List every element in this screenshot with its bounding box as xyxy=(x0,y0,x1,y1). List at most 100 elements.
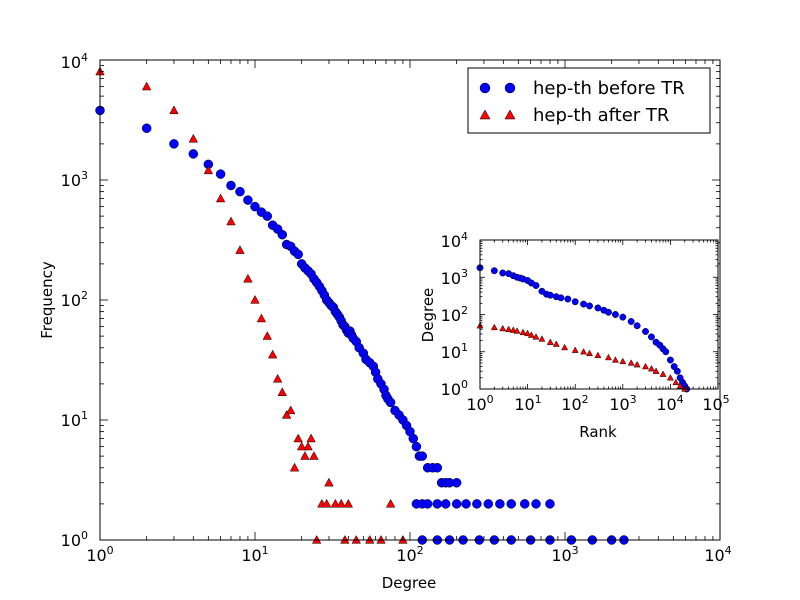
main-ytick-label: 103 xyxy=(61,169,88,190)
after-tr-point xyxy=(309,451,319,460)
after-tr-point xyxy=(306,433,316,443)
after-tr-point xyxy=(505,325,513,332)
before-tr-point xyxy=(611,311,619,318)
after-tr-point xyxy=(627,359,635,366)
before-tr-point xyxy=(490,267,498,275)
inset-ticks xyxy=(479,239,719,390)
after-tr-point xyxy=(509,326,517,333)
after-tr-point xyxy=(385,498,396,508)
inset-xtick-label: 103 xyxy=(609,393,636,414)
after-tr-point xyxy=(561,343,569,351)
main-ytick-label: 101 xyxy=(61,409,88,430)
before-tr-point xyxy=(546,291,554,299)
after-tr-point xyxy=(672,378,680,386)
after-tr-point xyxy=(532,333,540,340)
inset-ytick-label: 101 xyxy=(441,341,468,362)
after-tr-point xyxy=(513,327,521,334)
after-tr-point xyxy=(619,357,627,365)
before-tr-point xyxy=(605,308,612,316)
after-tr-point xyxy=(376,534,386,544)
inset-ytick-label: 104 xyxy=(441,230,468,251)
after-tr-point xyxy=(524,329,532,337)
after-tr-point xyxy=(611,356,619,363)
after-tr-point xyxy=(324,477,334,487)
before-tr-point xyxy=(440,499,451,509)
main-xtick-label: 101 xyxy=(241,544,268,565)
after-tr-point xyxy=(267,349,278,359)
before-tr-point xyxy=(531,499,541,509)
before-tr-point xyxy=(499,269,507,277)
after-tr-point xyxy=(215,193,226,203)
after-tr-point xyxy=(605,353,612,361)
before-tr-point xyxy=(451,477,462,488)
before-tr-point xyxy=(662,348,670,356)
before-tr-point xyxy=(188,149,199,159)
before-tr-point xyxy=(520,499,530,509)
before-tr-point xyxy=(422,499,433,509)
legend-marker-before xyxy=(504,82,516,94)
legend-label-before: hep-th before TR xyxy=(533,78,685,99)
after-tr-point xyxy=(351,534,361,544)
after-tr-point xyxy=(647,365,655,372)
after-tr-point xyxy=(262,331,272,340)
after-tr-point xyxy=(281,410,292,419)
before-tr-point xyxy=(472,499,482,509)
inset-plot: 100 101 102 103 104 105 100 101 102 103 … xyxy=(419,230,730,441)
before-tr-point xyxy=(169,139,179,149)
after-tr-point xyxy=(277,387,287,396)
before-tr-point xyxy=(557,294,565,302)
before-tr-point xyxy=(594,304,602,312)
before-tr-point xyxy=(633,322,641,330)
before-tr-point xyxy=(545,499,555,509)
main-ytick-label: 102 xyxy=(61,289,88,310)
after-tr-point xyxy=(340,534,350,544)
after-tr-point xyxy=(571,346,579,353)
after-tr-point xyxy=(594,351,602,359)
before-tr-point xyxy=(277,229,288,240)
inset-y-axis-label: Degree xyxy=(419,288,437,343)
legend-marker-after xyxy=(479,109,491,120)
after-tr-point xyxy=(169,105,179,115)
after-tr-point xyxy=(188,133,199,143)
before-tr-point xyxy=(432,499,443,509)
before-tr-point xyxy=(642,328,649,335)
before-tr-point xyxy=(293,249,303,260)
before-tr-point xyxy=(619,313,627,321)
after-tr-point xyxy=(527,331,535,338)
legend-label-after: hep-th after TR xyxy=(533,105,669,126)
legend-box xyxy=(467,67,711,134)
after-tr-point xyxy=(286,405,296,415)
before-tr-point xyxy=(408,433,419,444)
main-xtick-label: 104 xyxy=(704,544,731,565)
after-tr-point xyxy=(243,273,253,283)
after-tr-point xyxy=(580,348,588,355)
inset-xtick-label: 104 xyxy=(656,393,683,414)
legend-marker-before xyxy=(479,82,491,94)
after-tr-point xyxy=(311,534,322,544)
main-plot: 100 101 102 103 104 100 101 102 103 104 … xyxy=(38,51,732,592)
inset-ytick-label: 100 xyxy=(441,378,468,399)
main-ytick-label: 100 xyxy=(61,529,88,550)
before-tr-point xyxy=(495,499,505,509)
after-tr-point xyxy=(666,374,674,381)
inset-x-axis-label: Rank xyxy=(579,423,617,441)
before-tr-point xyxy=(215,169,226,179)
inset-xtick-label: 101 xyxy=(514,393,541,414)
after-tr-point xyxy=(365,534,375,544)
before-tr-point xyxy=(461,499,471,509)
after-tr-point xyxy=(546,338,554,345)
after-tr-point xyxy=(552,340,560,347)
before-tr-point xyxy=(235,186,245,197)
before-tr-point xyxy=(580,300,588,308)
before-tr-point xyxy=(564,295,572,303)
main-xtick-label: 102 xyxy=(396,544,423,565)
before-tr-point xyxy=(506,499,516,509)
before-tr-point xyxy=(666,356,674,364)
before-tr-point xyxy=(451,499,462,509)
after-tr-point xyxy=(642,362,649,370)
main-y-axis-label: Frequency xyxy=(38,261,56,339)
after-tr-point xyxy=(272,373,283,383)
after-tr-point xyxy=(141,81,152,91)
after-tr-point xyxy=(235,245,245,254)
after-tr-point xyxy=(676,382,684,389)
